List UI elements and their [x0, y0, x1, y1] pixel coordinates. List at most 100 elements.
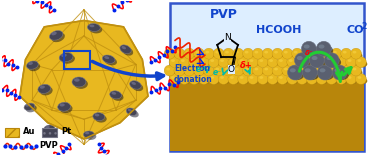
Circle shape — [350, 48, 361, 59]
Circle shape — [316, 41, 331, 56]
Circle shape — [287, 57, 298, 68]
Ellipse shape — [259, 78, 269, 84]
Ellipse shape — [320, 68, 326, 72]
Ellipse shape — [38, 84, 51, 93]
Ellipse shape — [259, 59, 263, 62]
Circle shape — [169, 57, 180, 68]
Ellipse shape — [357, 76, 361, 79]
Ellipse shape — [181, 59, 185, 62]
Ellipse shape — [122, 47, 133, 56]
Circle shape — [233, 48, 244, 59]
Ellipse shape — [50, 31, 63, 40]
Ellipse shape — [299, 76, 302, 79]
Circle shape — [356, 73, 366, 84]
Polygon shape — [20, 20, 148, 139]
Ellipse shape — [95, 114, 100, 116]
Circle shape — [174, 65, 185, 76]
Circle shape — [332, 65, 347, 80]
Ellipse shape — [255, 69, 264, 76]
Circle shape — [198, 57, 209, 68]
Ellipse shape — [28, 62, 33, 65]
Ellipse shape — [26, 104, 30, 107]
Ellipse shape — [24, 103, 35, 110]
Circle shape — [336, 73, 347, 84]
Ellipse shape — [255, 52, 264, 59]
Ellipse shape — [74, 79, 88, 89]
Ellipse shape — [296, 57, 312, 68]
Ellipse shape — [171, 61, 181, 67]
Text: HCOOH: HCOOH — [256, 25, 302, 35]
Text: 2: 2 — [361, 22, 367, 31]
Ellipse shape — [274, 52, 284, 59]
Ellipse shape — [343, 68, 347, 70]
Ellipse shape — [176, 68, 180, 70]
Ellipse shape — [89, 24, 94, 27]
Ellipse shape — [131, 82, 136, 85]
Circle shape — [243, 48, 253, 59]
Circle shape — [164, 65, 175, 76]
Ellipse shape — [333, 51, 337, 53]
Circle shape — [243, 65, 253, 76]
Ellipse shape — [255, 68, 258, 70]
Circle shape — [174, 48, 185, 59]
Text: δ+: δ+ — [240, 61, 253, 70]
Ellipse shape — [245, 68, 249, 70]
Ellipse shape — [104, 56, 109, 59]
Circle shape — [277, 57, 288, 68]
Ellipse shape — [245, 51, 249, 53]
Ellipse shape — [61, 54, 67, 57]
Ellipse shape — [87, 23, 100, 31]
Ellipse shape — [191, 61, 201, 67]
Circle shape — [184, 65, 195, 76]
Ellipse shape — [289, 59, 293, 62]
Ellipse shape — [215, 51, 219, 53]
Ellipse shape — [338, 76, 342, 79]
Circle shape — [258, 57, 268, 68]
Ellipse shape — [294, 51, 297, 53]
Ellipse shape — [274, 69, 284, 76]
Ellipse shape — [338, 61, 348, 67]
Ellipse shape — [343, 69, 353, 76]
Ellipse shape — [318, 76, 322, 79]
Ellipse shape — [51, 33, 65, 42]
Ellipse shape — [176, 69, 186, 76]
Ellipse shape — [166, 51, 170, 53]
Ellipse shape — [196, 52, 205, 59]
Ellipse shape — [326, 56, 332, 60]
Ellipse shape — [259, 76, 263, 79]
Ellipse shape — [343, 51, 347, 53]
Ellipse shape — [181, 76, 185, 79]
Ellipse shape — [230, 61, 240, 67]
Circle shape — [297, 57, 307, 68]
Ellipse shape — [299, 59, 302, 62]
Circle shape — [346, 73, 357, 84]
Ellipse shape — [186, 51, 190, 53]
Ellipse shape — [61, 55, 75, 64]
Ellipse shape — [230, 76, 234, 79]
Ellipse shape — [326, 57, 341, 68]
Circle shape — [218, 73, 229, 84]
Ellipse shape — [40, 86, 53, 95]
Circle shape — [213, 48, 224, 59]
Ellipse shape — [220, 59, 224, 62]
Ellipse shape — [201, 61, 210, 67]
Circle shape — [297, 73, 307, 84]
Ellipse shape — [85, 133, 96, 140]
Ellipse shape — [171, 59, 175, 62]
Circle shape — [189, 73, 199, 84]
Ellipse shape — [297, 56, 303, 60]
Circle shape — [331, 65, 342, 76]
Circle shape — [198, 73, 209, 84]
Ellipse shape — [112, 93, 124, 101]
Ellipse shape — [353, 69, 362, 76]
Ellipse shape — [230, 78, 240, 84]
Circle shape — [228, 57, 239, 68]
Ellipse shape — [269, 78, 279, 84]
Circle shape — [302, 65, 312, 76]
Circle shape — [356, 57, 366, 68]
Ellipse shape — [318, 59, 322, 62]
Ellipse shape — [51, 32, 57, 35]
Text: PVP: PVP — [210, 8, 238, 21]
Ellipse shape — [304, 44, 310, 49]
Circle shape — [228, 73, 239, 84]
